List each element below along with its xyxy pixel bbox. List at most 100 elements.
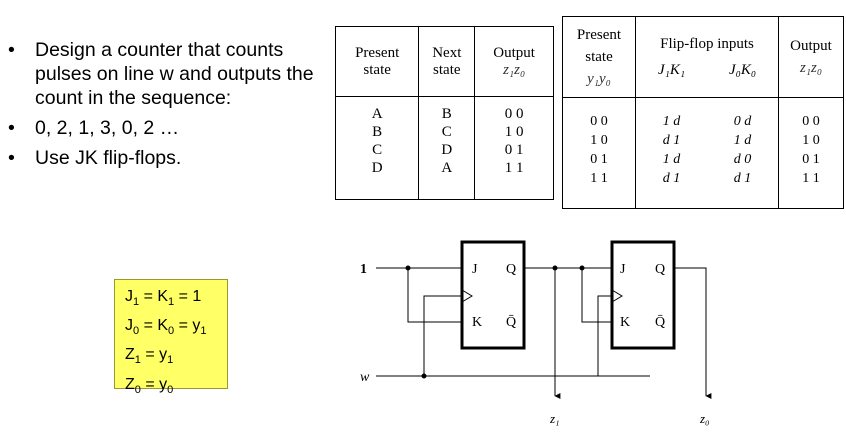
cell: 1 1 — [504, 160, 524, 176]
header-line: Output — [790, 38, 832, 54]
eq-sub: 1 — [168, 296, 175, 309]
input-w-label: w — [360, 370, 370, 385]
cell: d 1 — [733, 171, 752, 186]
ff1-k-label: K — [472, 315, 482, 330]
cell: 0 0 — [590, 114, 608, 129]
junction-dot — [552, 265, 558, 271]
bullet-item: • 0, 2, 1, 3, 0, 2 … — [8, 116, 328, 140]
eq-sub: 1 — [167, 354, 174, 367]
bullet-item: • Design a counter that counts pulses on… — [8, 38, 328, 110]
present-column: 0 0 1 0 0 1 1 1 — [563, 97, 636, 208]
wire-q1-to-k0 — [581, 268, 612, 323]
header-next-state: Next state — [418, 27, 476, 97]
cell: 0 1 — [590, 152, 608, 167]
cell: 1 1 — [590, 171, 608, 186]
eq-text: = K — [139, 317, 169, 335]
cell: 1 1 — [802, 171, 820, 186]
ff1-q-label: Q — [506, 262, 516, 277]
cell: 1 d — [733, 133, 752, 148]
bullet-dot: • — [8, 117, 15, 139]
state-table: Present state Next state Output z₁z₀ A B… — [335, 26, 554, 200]
j1k1-column: 1 d d 1 1 d d 1 — [636, 98, 707, 209]
clock-triangle-1 — [461, 289, 473, 303]
clock-triangle-0 — [611, 289, 623, 303]
eq-text: Z — [125, 375, 135, 393]
header-line: Present — [576, 27, 622, 43]
equations-box: J1 = K1 = 1 J0 = K0 = y1 Z1 = y1 Z0 = y0 — [114, 279, 228, 396]
cell: C — [441, 124, 452, 140]
eq-text: = y — [140, 375, 168, 393]
eq-sub: 0 — [168, 325, 175, 338]
equation-z0: Z0 = y0 — [125, 373, 227, 402]
bullet-dot: • — [8, 147, 15, 169]
flip-flop-1 — [460, 240, 526, 350]
eq-text: = y — [174, 317, 201, 335]
bullet-item: • Use JK flip-flops. — [8, 146, 328, 170]
header-line: state — [363, 61, 391, 78]
output-column: 0 0 1 0 0 1 1 1 — [779, 98, 844, 209]
cell: 0 d — [733, 114, 752, 129]
cell: 1 0 — [504, 124, 524, 140]
cell: 0 1 — [802, 152, 820, 167]
excitation-table: Present state y₁y₀ Flip-flop inputs J₁K₁… — [562, 16, 844, 209]
ff1-qbar-label: Q̄ — [506, 314, 516, 330]
header-present-state: Present state y₁y₀ — [563, 17, 636, 98]
eq-sub: 0 — [167, 383, 174, 396]
cell: 1 0 — [590, 133, 608, 148]
bullet-text: 0, 2, 1, 3, 0, 2 … — [35, 117, 180, 139]
header-output: Output z₁z₀ — [778, 17, 843, 98]
header-line: y₁y₀ — [587, 71, 611, 87]
cell: d 1 — [662, 133, 681, 148]
eq-text: = y — [140, 346, 168, 364]
cell: 0 0 — [802, 114, 820, 129]
cell: B — [441, 106, 452, 122]
header-line: Next — [432, 44, 462, 61]
wire-w-to-clk1 — [423, 295, 462, 376]
eq-text: = K — [139, 288, 169, 305]
cell: D — [441, 142, 453, 158]
bullet-list: • Design a counter that counts pulses on… — [8, 38, 328, 176]
equation-j1-k1: J1 = K1 = 1 — [125, 285, 227, 314]
eq-sub: 1 — [200, 325, 207, 338]
output-z0-label: z₀ — [699, 411, 710, 426]
jk-counter-circuit: 1 w J K Q Q̄ J K Q Q̄ z₁ z₀ — [360, 240, 712, 426]
junction-dot — [421, 373, 427, 379]
ff1-j-label: J — [472, 262, 478, 277]
header-output: Output z₁z₀ — [474, 27, 553, 97]
input-1-label: 1 — [360, 262, 367, 277]
ff0-qbar-label: Q̄ — [655, 314, 665, 330]
header-line: z₁z₀ — [503, 61, 526, 78]
header-line: state — [433, 61, 461, 78]
equation-j0-k0: J0 = K0 = y1 — [125, 314, 227, 343]
ff0-j-label: J — [620, 262, 626, 277]
eq-sub: 1 — [134, 354, 141, 367]
cell: B — [372, 124, 383, 140]
j0k0-column: 0 d 1 d d 0 d 1 — [706, 97, 779, 208]
header-line: z₁z₀ — [799, 60, 823, 76]
present-column: A B C D — [336, 96, 420, 199]
ff0-q-label: Q — [655, 262, 665, 277]
header-j1k1: J₁K₁ — [657, 62, 686, 78]
junction-dot — [579, 265, 585, 271]
eq-text: J — [125, 317, 133, 335]
cell: C — [372, 142, 383, 158]
cell: 1 d — [662, 152, 681, 167]
output-column: 0 0 1 0 0 1 1 1 — [475, 97, 553, 200]
header-j0k0: J₀K₀ — [728, 62, 757, 78]
eq-text: Z — [125, 346, 135, 364]
ff0-k-label: K — [620, 315, 630, 330]
eq-sub: 0 — [134, 383, 141, 396]
cell: 0 1 — [504, 142, 524, 158]
junction-dot — [405, 265, 411, 271]
wire-one-to-k1 — [407, 268, 462, 323]
header-present-state: Present state — [336, 27, 420, 97]
cell: A — [441, 160, 453, 176]
header-line: state — [585, 49, 613, 65]
header-flipflop-inputs: Flip-flop inputs J₁K₁ J₀K₀ — [635, 17, 779, 98]
cell: D — [371, 160, 383, 176]
output-z1-label: z₁ — [549, 411, 560, 426]
header-line: Present — [355, 44, 400, 61]
header-subrow: J₁K₁ J₀K₀ — [636, 59, 778, 81]
wire-w-to-clk2 — [597, 295, 612, 376]
bullet-dot: • — [8, 39, 15, 61]
